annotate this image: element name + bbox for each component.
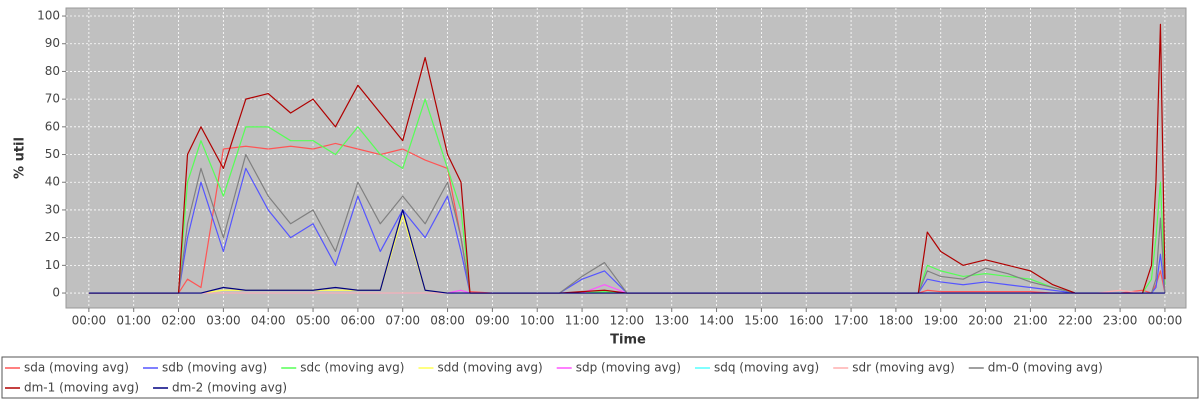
legend-label: dm-2 (moving avg) <box>172 381 287 395</box>
x-tick-label: 15:00 <box>744 314 779 328</box>
legend-entry: sdq (moving avg) <box>694 361 819 375</box>
lines <box>88 23 1166 294</box>
y-tick-label: 20 <box>45 230 60 244</box>
y-tick-label: 100 <box>37 9 60 23</box>
x-tick-label: 23:00 <box>1103 314 1138 328</box>
grid <box>66 8 1186 308</box>
x-tick-label: 02:00 <box>161 314 196 328</box>
x-tick-label: 21:00 <box>1013 314 1048 328</box>
x-tick-label: 05:00 <box>296 314 331 328</box>
x-tick-label: 00:00 <box>72 314 107 328</box>
y-tick-label: 70 <box>45 92 60 106</box>
x-axis-title: Time <box>610 333 646 348</box>
legend-label: sdp (moving avg) <box>576 361 681 375</box>
x-tick-label: 10:00 <box>520 314 555 328</box>
x-tick-label: 17:00 <box>834 314 869 328</box>
series-line <box>88 209 1165 294</box>
x-tick-label: 20:00 <box>968 314 1003 328</box>
x-tick-label: 18:00 <box>879 314 914 328</box>
x-tick-label: 13:00 <box>654 314 689 328</box>
y-tick-label: 90 <box>45 36 60 50</box>
legend-label: sda (moving avg) <box>24 361 129 375</box>
x-tick-label: 06:00 <box>341 314 376 328</box>
x-tick-label: 11:00 <box>565 314 600 328</box>
legend-entry: sdd (moving avg) <box>418 361 543 375</box>
y-tick-label: 0 <box>52 286 60 300</box>
x-tick-label: 01:00 <box>116 314 151 328</box>
legend-label: sdb (moving avg) <box>162 361 267 375</box>
x-tick-label: 00:00 <box>1148 314 1183 328</box>
legend-entry: dm-2 (moving avg) <box>153 381 287 395</box>
x-tick-label: 16:00 <box>789 314 824 328</box>
x-tick-label: 04:00 <box>251 314 286 328</box>
legend-entry: sdp (moving avg) <box>556 361 681 375</box>
x-tick-label: 03:00 <box>206 314 241 328</box>
legend-label: dm-1 (moving avg) <box>24 381 139 395</box>
x-tick-label: 12:00 <box>610 314 645 328</box>
legend <box>1 356 1199 399</box>
legend-entry: sdb (moving avg) <box>142 361 267 375</box>
y-tick-label: 30 <box>45 202 60 216</box>
x-tick-label: 09:00 <box>475 314 510 328</box>
legend-entry: dm-0 (moving avg) <box>968 361 1103 375</box>
y-tick-label: 40 <box>45 175 60 189</box>
y-tick-label: 50 <box>45 147 60 161</box>
legend-label: sdc (moving avg) <box>300 361 404 375</box>
legend-label: sdd (moving avg) <box>437 361 542 375</box>
legend-entry: sdr (moving avg) <box>833 361 955 375</box>
legend-entries: sda (moving avg) sdb (moving avg) sdc (mov… <box>5 361 1103 395</box>
y-tick-label: 80 <box>45 64 60 78</box>
x-tick-label: 22:00 <box>1058 314 1093 328</box>
plot-area <box>65 7 1187 309</box>
legend-entry: sdc (moving avg) <box>281 361 404 375</box>
legend-entry: dm-1 (moving avg) <box>5 381 139 395</box>
x-tick-label: 07:00 <box>385 314 420 328</box>
y-tick-label: 10 <box>45 258 60 272</box>
y-tick-label: 60 <box>45 119 60 133</box>
legend-label: sdr (moving avg) <box>852 361 955 375</box>
legend-label: dm-0 (moving avg) <box>988 361 1103 375</box>
x-tick-label: 19:00 <box>923 314 958 328</box>
y-axis-title: % util <box>13 137 28 179</box>
legend-label: sdq (moving avg) <box>714 361 819 375</box>
x-tick-label: 08:00 <box>430 314 465 328</box>
legend-entry: sda (moving avg) <box>5 361 129 375</box>
x-tick-label: 14:00 <box>699 314 734 328</box>
